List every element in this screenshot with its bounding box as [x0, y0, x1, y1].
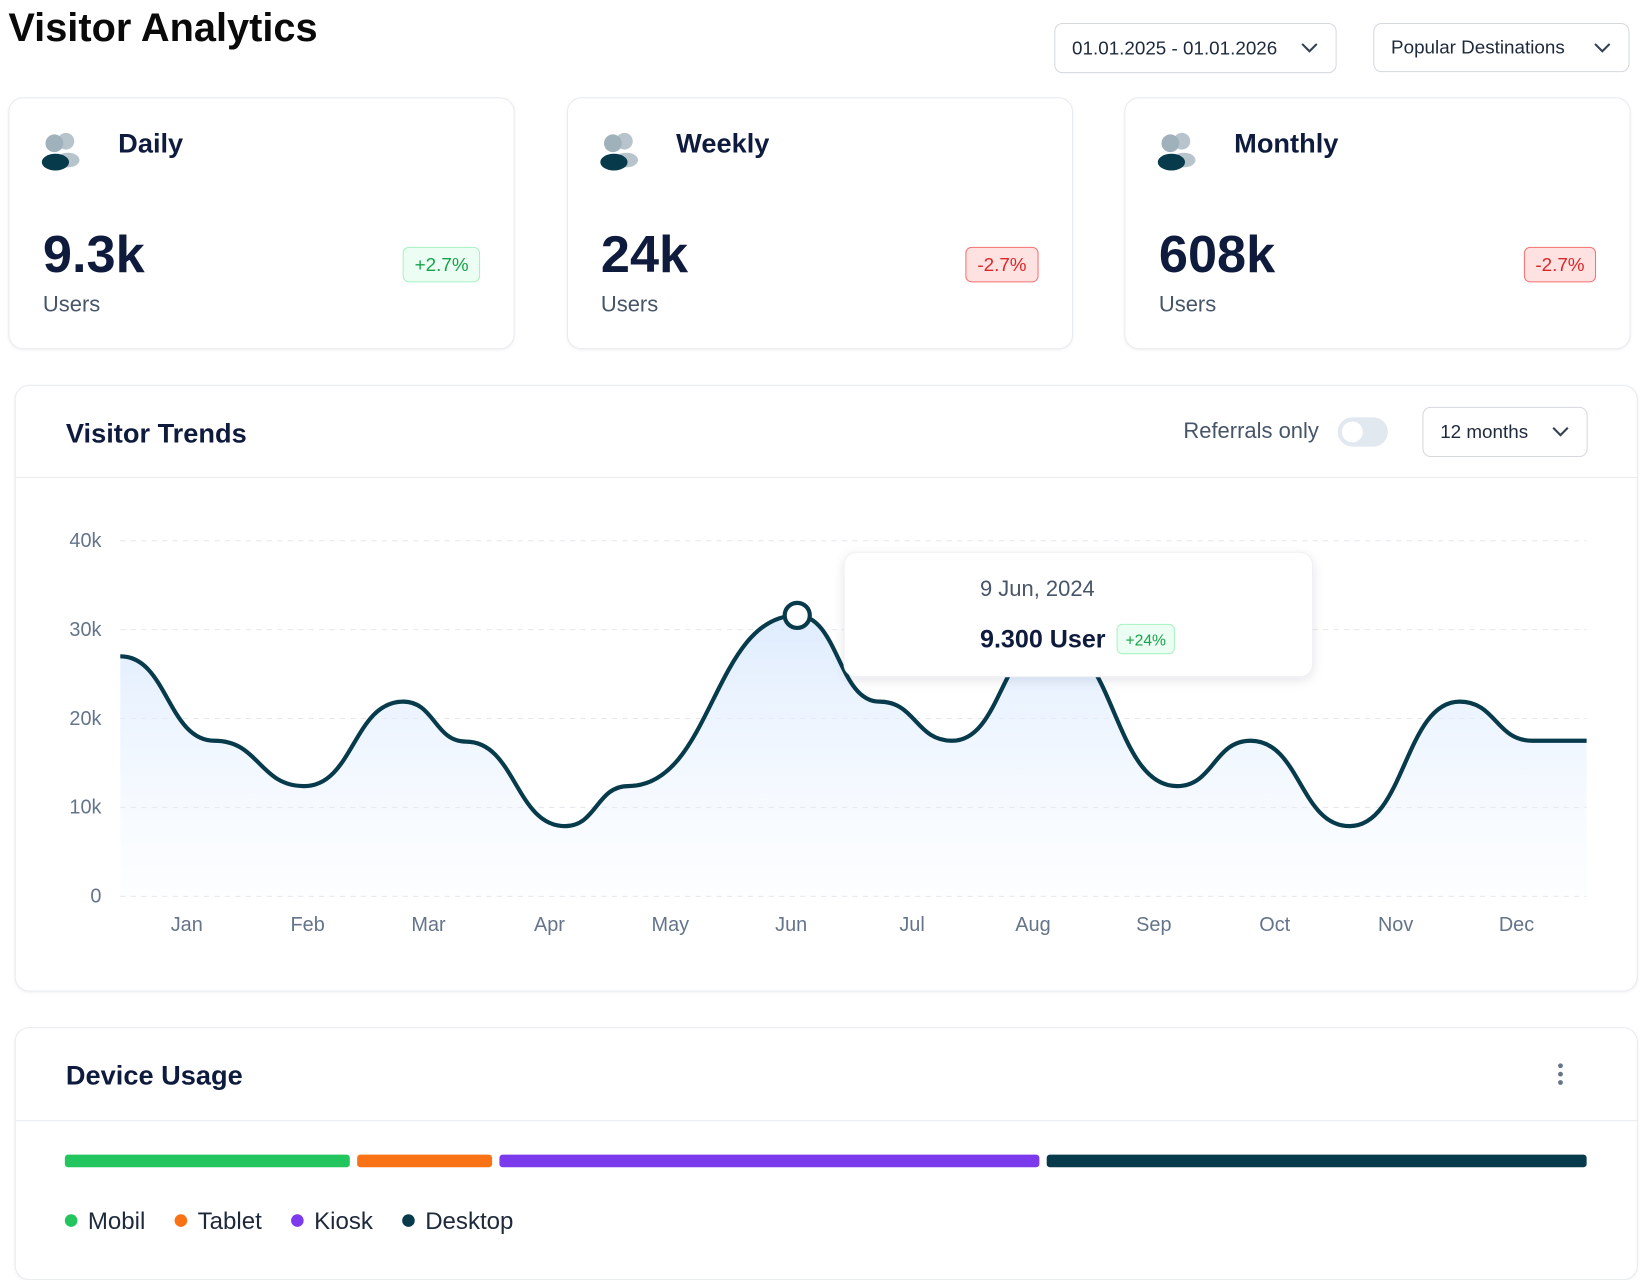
device-card: Device Usage	[14, 1027, 1638, 1280]
card-value: 9.3k	[42, 224, 145, 284]
card-value: 24k	[600, 224, 689, 284]
users-icon	[41, 132, 80, 171]
tooltip-date: 9 Jun, 2024	[980, 576, 1095, 601]
x-tick-label: Jul	[899, 914, 924, 936]
legend-label: Desktop	[425, 1208, 513, 1235]
chevron	[1594, 42, 1611, 53]
legend-dot	[174, 1214, 188, 1227]
filter-dropdown[interactable]: Popular Destinations	[1373, 23, 1630, 73]
date-range-dropdown[interactable]: 01.01.2025 - 01.01.2026	[1054, 23, 1337, 74]
legend-label: Mobil	[88, 1208, 145, 1235]
divider	[15, 1120, 1637, 1122]
kpi-card: Weekly 24k Users -2.7%	[566, 97, 1073, 350]
legend-label: Tablet	[198, 1208, 262, 1235]
x-tick-label: Nov	[1378, 914, 1413, 936]
legend-dot	[291, 1214, 304, 1227]
usage-segment	[499, 1154, 1040, 1168]
chevron	[1301, 43, 1318, 53]
x-tick-label: Apr	[534, 914, 565, 936]
card-title: Daily	[118, 127, 184, 159]
x-tick-label: Mar	[411, 914, 446, 936]
tooltip	[843, 551, 1314, 678]
change-badge: -2.7%	[965, 246, 1039, 283]
users-icon	[1157, 132, 1196, 171]
usage-segment	[64, 1154, 350, 1168]
trends-title: Visitor Trends	[65, 417, 247, 449]
y-tick-label: 40k	[69, 530, 101, 552]
toggle[interactable]	[1337, 417, 1388, 447]
card-unit: Users	[42, 292, 101, 317]
card-unit: Users	[1158, 292, 1217, 317]
x-tick-label: Jun	[775, 914, 807, 936]
kpi-card: Monthly 608k Users -2.7%	[1124, 97, 1631, 350]
change-badge: -2.7%	[1523, 246, 1597, 283]
kpi-card: Daily 9.3k Users +2.7%	[8, 97, 515, 350]
toggle-label: Referrals only	[1183, 419, 1319, 444]
tooltip-value: 9.300 User	[980, 625, 1106, 653]
filter: Popular Destinations	[1391, 36, 1565, 58]
y-tick-label: 30k	[69, 619, 101, 641]
card-unit: Users	[600, 292, 659, 317]
legend-dot	[64, 1214, 78, 1227]
usage-segment	[1046, 1154, 1587, 1168]
highlight-point	[782, 600, 812, 631]
y-tick-label: 0	[90, 886, 101, 908]
y-tick-label: 10k	[69, 797, 101, 819]
period-dropdown[interactable]: 12 months	[1422, 406, 1588, 458]
line	[120, 613, 1587, 829]
usage-segment	[357, 1154, 493, 1168]
x-tick-label: Aug	[1015, 914, 1050, 936]
card-title: Weekly	[676, 127, 770, 159]
area	[120, 615, 1587, 897]
x-tick-label: Sep	[1136, 914, 1171, 936]
menu-icon[interactable]	[1553, 1062, 1568, 1089]
date-range: 01.01.2025 - 01.01.2026	[1072, 37, 1278, 59]
toggle-knob	[1341, 421, 1363, 443]
y-tick-label: 20k	[69, 708, 101, 730]
users-icon	[599, 132, 638, 171]
x-tick-label: Jan	[171, 914, 203, 936]
page-title: Visitor Analytics	[8, 6, 318, 51]
tooltip-badge	[1116, 623, 1175, 655]
divider	[15, 476, 1637, 478]
period: 12 months	[1440, 420, 1529, 442]
chevron	[1552, 427, 1569, 437]
x-tick-label: Feb	[291, 914, 325, 936]
legend-dot	[402, 1214, 415, 1227]
x-tick-label: May	[652, 914, 690, 936]
device-title: Device Usage	[65, 1059, 243, 1091]
legend-label: Kiosk	[314, 1208, 374, 1235]
x-tick-label: Dec	[1499, 914, 1534, 936]
change-badge: +2.7%	[403, 246, 481, 283]
tooltip-change: +24%	[1125, 632, 1166, 649]
card-title: Monthly	[1234, 127, 1339, 159]
x-tick-label: Oct	[1259, 914, 1290, 936]
card-value: 608k	[1158, 224, 1276, 284]
